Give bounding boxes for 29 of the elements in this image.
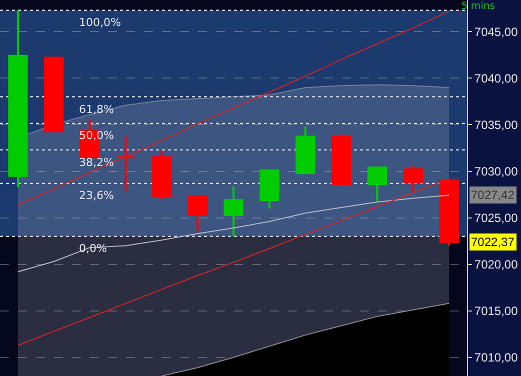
y-tick-label: 7045,00	[474, 24, 518, 39]
candlestick	[439, 180, 459, 247]
candlestick	[224, 185, 244, 238]
candlestick	[260, 168, 280, 210]
y-tick-label: 7040,00	[474, 71, 518, 86]
data-label: 7027,42	[471, 188, 515, 202]
line-series	[17, 178, 450, 346]
candlestick	[367, 166, 387, 203]
candlestick	[116, 136, 136, 192]
candlestick	[296, 126, 316, 174]
annotation: 100,0%	[79, 16, 121, 29]
y-tick-label: 7035,00	[474, 118, 518, 132]
y-tick-label: 7010,00	[474, 350, 518, 365]
y-tick-label: 7025,00	[474, 210, 518, 225]
candlestick	[403, 164, 423, 193]
annotation: 23,6%	[79, 189, 114, 202]
line-series	[17, 10, 450, 206]
candlestick	[331, 133, 352, 186]
candlestick	[8, 9, 28, 188]
text: 7022,37	[471, 235, 514, 249]
y-tick-label: 7020,00	[474, 258, 518, 272]
candlestick	[188, 195, 208, 233]
annotation: 38,2%	[79, 156, 114, 169]
y-tick-label: 7015,00	[474, 304, 518, 318]
chart-title: 5 mins	[461, 0, 495, 12]
candlestick	[44, 56, 64, 132]
annotation: 61,8%	[79, 103, 114, 116]
y-tick-label: 7030,00	[474, 164, 518, 178]
candlestick	[152, 150, 172, 200]
